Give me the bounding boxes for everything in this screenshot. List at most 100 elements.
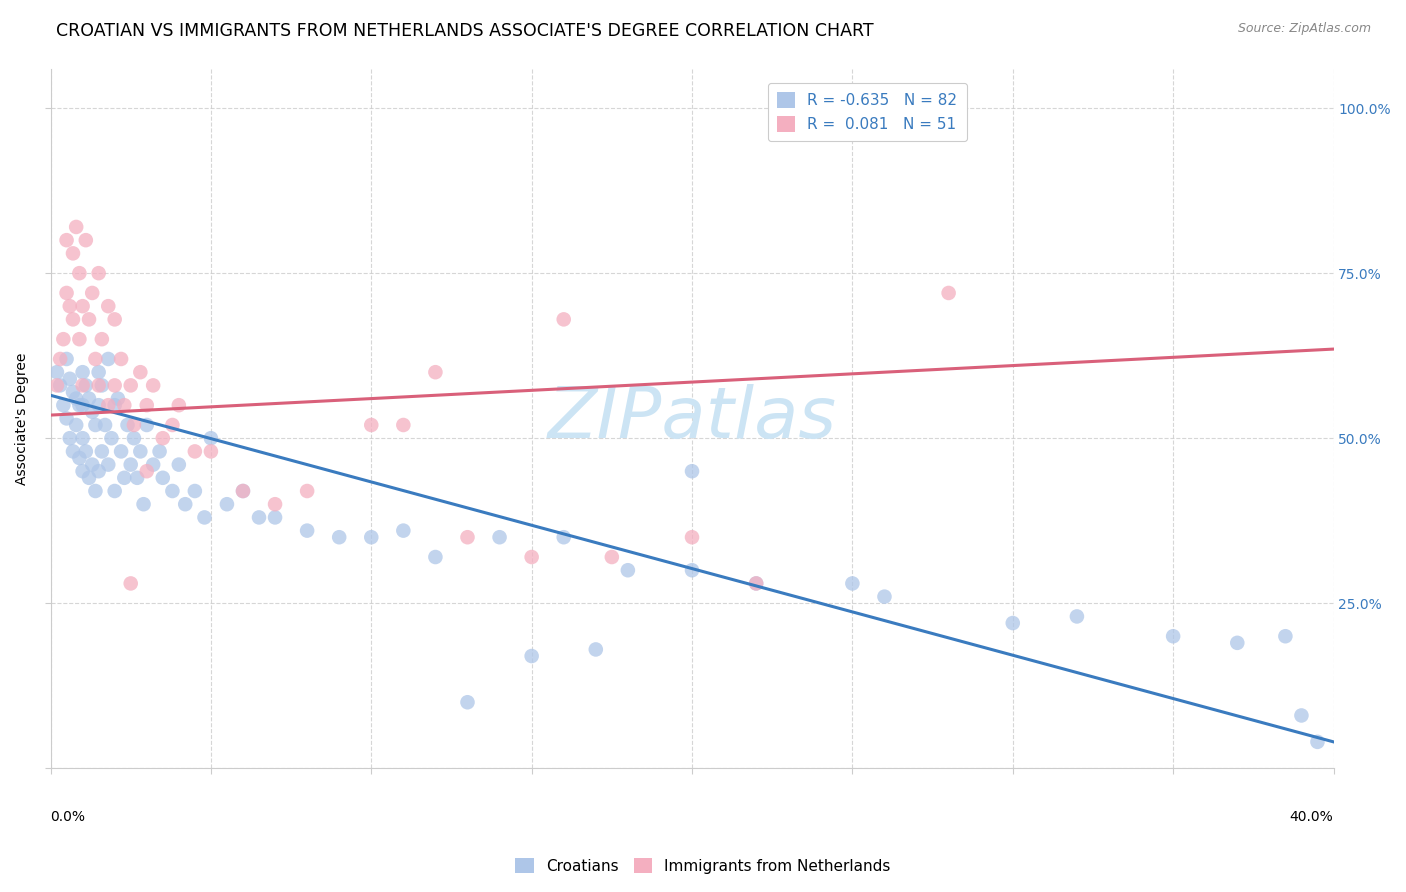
Point	[90, 332, 112, 346]
Point	[62, 444, 84, 458]
Point	[65, 219, 87, 234]
Point	[215, 497, 238, 511]
Point	[77, 392, 100, 406]
Point	[52, 332, 75, 346]
Point	[87, 365, 110, 379]
Point	[149, 444, 172, 458]
Point	[120, 458, 142, 472]
Point	[142, 378, 165, 392]
Point	[117, 417, 139, 432]
Point	[745, 576, 768, 591]
Point	[59, 299, 82, 313]
Point	[938, 285, 960, 300]
Point	[1066, 609, 1088, 624]
Point	[200, 444, 222, 458]
Point	[553, 530, 575, 544]
Point	[67, 332, 90, 346]
Point	[745, 576, 768, 591]
Point	[520, 549, 543, 564]
Point	[49, 351, 72, 366]
Point	[162, 483, 184, 498]
Point	[1306, 735, 1329, 749]
Point	[100, 431, 122, 445]
Point	[75, 444, 97, 458]
Point	[77, 312, 100, 326]
Point	[425, 365, 447, 379]
Point	[107, 392, 129, 406]
Point	[94, 417, 117, 432]
Point	[360, 530, 382, 544]
Point	[72, 365, 94, 379]
Point	[90, 378, 112, 392]
Point	[1001, 615, 1024, 630]
Point	[167, 398, 190, 412]
Point	[112, 398, 135, 412]
Point	[681, 464, 703, 478]
Point	[62, 246, 84, 260]
Point	[45, 378, 67, 392]
Point	[184, 483, 207, 498]
Point	[1161, 629, 1184, 643]
Point	[392, 524, 415, 538]
Point	[104, 312, 127, 326]
Text: CROATIAN VS IMMIGRANTS FROM NETHERLANDS ASSOCIATE'S DEGREE CORRELATION CHART: CROATIAN VS IMMIGRANTS FROM NETHERLANDS …	[56, 22, 875, 40]
Point	[328, 530, 350, 544]
Point	[72, 464, 94, 478]
Point	[122, 417, 145, 432]
Point	[72, 398, 94, 412]
Legend: Croatians, Immigrants from Netherlands: Croatians, Immigrants from Netherlands	[509, 852, 897, 880]
Point	[52, 398, 75, 412]
Point	[87, 398, 110, 412]
Point	[59, 372, 82, 386]
Point	[142, 458, 165, 472]
Point	[360, 417, 382, 432]
Point	[264, 497, 287, 511]
Point	[84, 483, 107, 498]
Point	[193, 510, 215, 524]
Point	[97, 458, 120, 472]
Text: 40.0%: 40.0%	[1289, 810, 1333, 824]
Y-axis label: Associate's Degree: Associate's Degree	[15, 352, 30, 484]
Point	[295, 524, 318, 538]
Point	[585, 642, 607, 657]
Point	[87, 266, 110, 280]
Point	[82, 458, 104, 472]
Point	[264, 510, 287, 524]
Point	[110, 351, 132, 366]
Point	[681, 563, 703, 577]
Point	[232, 483, 254, 498]
Legend: R = -0.635   N = 82, R =  0.081   N = 51: R = -0.635 N = 82, R = 0.081 N = 51	[768, 83, 967, 141]
Point	[295, 483, 318, 498]
Point	[87, 464, 110, 478]
Point	[162, 417, 184, 432]
Point	[87, 378, 110, 392]
Point	[82, 285, 104, 300]
Point	[84, 351, 107, 366]
Text: ZIPatlas: ZIPatlas	[547, 384, 837, 453]
Point	[82, 405, 104, 419]
Point	[112, 471, 135, 485]
Point	[617, 563, 640, 577]
Point	[110, 444, 132, 458]
Text: 0.0%: 0.0%	[51, 810, 86, 824]
Point	[681, 530, 703, 544]
Point	[104, 398, 127, 412]
Point	[135, 464, 157, 478]
Point	[167, 458, 190, 472]
Point	[520, 648, 543, 663]
Point	[55, 411, 77, 425]
Point	[200, 431, 222, 445]
Point	[873, 590, 896, 604]
Point	[174, 497, 197, 511]
Point	[232, 483, 254, 498]
Point	[135, 398, 157, 412]
Point	[129, 365, 152, 379]
Point	[55, 233, 77, 247]
Point	[84, 417, 107, 432]
Point	[97, 398, 120, 412]
Point	[120, 576, 142, 591]
Point	[67, 450, 90, 465]
Point	[55, 285, 77, 300]
Point	[77, 471, 100, 485]
Point	[132, 497, 155, 511]
